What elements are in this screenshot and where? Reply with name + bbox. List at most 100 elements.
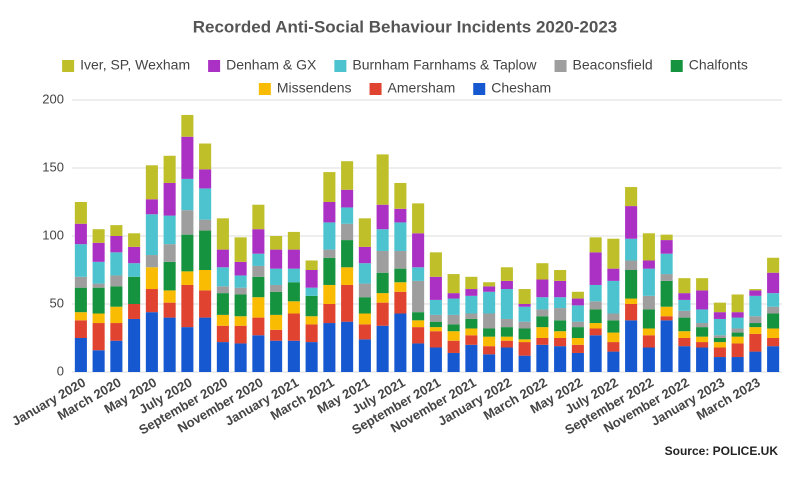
bar-segment	[216, 286, 229, 294]
bar-segment	[554, 297, 567, 309]
bar-segment	[660, 280, 673, 307]
bar-segment	[767, 313, 780, 329]
bar-segment	[447, 340, 460, 353]
bar-segment	[92, 242, 105, 262]
bar-segment	[287, 282, 300, 302]
bar-segment	[252, 229, 265, 254]
bar-segment	[394, 222, 407, 251]
bar-segment	[518, 355, 531, 372]
bar-segment	[110, 340, 123, 372]
bar-segment	[412, 280, 425, 313]
bar-segment	[749, 316, 762, 324]
bar-segment	[571, 321, 584, 328]
bar-segment	[252, 204, 265, 230]
bar-segment	[660, 320, 673, 372]
bar-segment	[625, 260, 638, 270]
bar-segment	[713, 338, 726, 343]
bar-segment	[234, 237, 247, 262]
bar-segment	[465, 335, 478, 345]
bar-segment	[323, 222, 336, 250]
bar-segment	[625, 298, 638, 304]
bar-segment	[74, 223, 87, 245]
bar-segment	[305, 316, 318, 325]
bar-segment	[270, 291, 283, 315]
legend-label: Chalfonts	[689, 57, 748, 73]
bar-segment	[145, 214, 158, 256]
bar-segment	[536, 279, 549, 298]
bar-segment	[642, 260, 655, 269]
bar-segment	[696, 342, 709, 348]
bar-segment	[465, 344, 478, 372]
bar-segment	[465, 313, 478, 319]
bar-segment	[323, 284, 336, 304]
bar-segment	[483, 346, 496, 355]
legend-swatch	[208, 60, 221, 72]
bar-segment	[447, 324, 460, 332]
bar-segment	[749, 295, 762, 317]
bar-segment	[731, 357, 744, 372]
bar-segment	[216, 218, 229, 250]
bar-segment	[518, 304, 531, 307]
bar-segment	[287, 268, 300, 283]
bar-segment	[92, 287, 105, 314]
bar-segment	[128, 246, 141, 264]
bar-segment	[589, 284, 602, 302]
bar-segment	[607, 238, 620, 269]
bar-segment	[713, 357, 726, 372]
bar-segment	[483, 354, 496, 372]
bar-segment	[607, 320, 620, 333]
bar-segment	[554, 280, 567, 298]
bar-segment	[412, 320, 425, 328]
bar-segment	[429, 321, 442, 328]
bar-segment	[518, 306, 531, 322]
bar-segment	[110, 306, 123, 324]
bar-segment	[110, 252, 123, 276]
bar-segment	[128, 304, 141, 319]
bar-segment	[678, 331, 691, 338]
bar-segment	[252, 335, 265, 372]
bar-segment	[376, 293, 389, 303]
bar-segment	[234, 261, 247, 276]
legend-swatch	[334, 60, 347, 72]
bar-segment	[589, 323, 602, 329]
bar-segment	[429, 276, 442, 300]
bar-segment	[270, 268, 283, 285]
bar-segment	[447, 331, 460, 341]
bar-segment	[696, 323, 709, 328]
bar-segment	[287, 301, 300, 314]
bar-segment	[678, 278, 691, 294]
bar-segment	[358, 263, 371, 284]
bar-segment	[216, 267, 229, 287]
legend-item: Missendens	[258, 80, 352, 96]
bar-segment	[252, 317, 265, 336]
bar-segment	[323, 257, 336, 285]
bar-segment	[92, 261, 105, 284]
bar-segment	[110, 225, 123, 236]
bar-segment	[465, 295, 478, 314]
bar-segment	[767, 293, 780, 307]
bar-segment	[92, 350, 105, 372]
bar-segment	[181, 271, 194, 285]
bar-segment	[589, 309, 602, 324]
bar-segment	[199, 219, 212, 231]
bar-segment	[341, 321, 354, 372]
bar-segment	[642, 347, 655, 372]
bar-segment	[270, 284, 283, 292]
bar-segment	[678, 346, 691, 372]
bar-segment	[394, 208, 407, 223]
bar-segment	[731, 317, 744, 329]
bar-segment	[731, 332, 744, 337]
bar-segment	[110, 323, 123, 341]
legend-item: Iver, SP, Wexham	[62, 57, 190, 73]
bar-segment	[358, 297, 371, 314]
bar-segment	[341, 207, 354, 224]
bar-segment	[270, 236, 283, 250]
bar-segment	[554, 331, 567, 338]
bar-segment	[234, 287, 247, 295]
bar-segment	[696, 278, 709, 291]
bar-segment	[252, 253, 265, 266]
bar-segment	[713, 312, 726, 319]
bar-segment	[536, 297, 549, 310]
bar-segment	[163, 302, 176, 318]
